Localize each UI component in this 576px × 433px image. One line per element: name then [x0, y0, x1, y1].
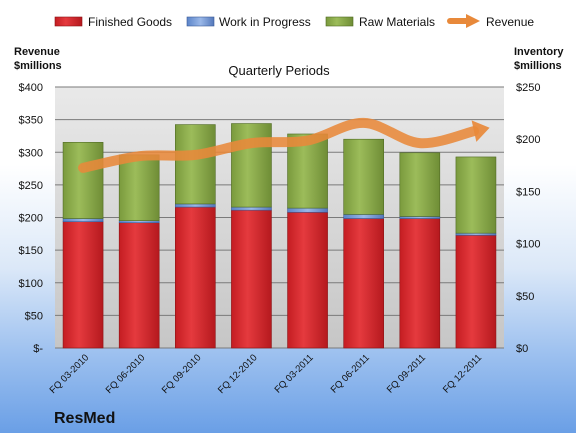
legend-swatch-finished-goods [54, 16, 83, 27]
left-axis-tick-label: $100 [19, 278, 43, 290]
right-axis-tick-label: $0 [516, 343, 528, 355]
right-axis-title-line1: Inventory [514, 46, 564, 58]
x-axis-tick-label: FQ 03-2011 [273, 352, 316, 395]
legend-swatch-raw-materials [325, 16, 354, 27]
right-axis-tick-label: $100 [516, 239, 540, 251]
bar-work-in-progress [287, 207, 328, 213]
bar-raw-materials [231, 123, 272, 208]
x-axis-tick-label: FQ 03-2010 [48, 352, 92, 396]
bar-raw-materials [343, 138, 384, 215]
bar-finished-goods [455, 234, 497, 349]
bar-raw-materials [62, 142, 104, 219]
left-axis-tick-label: $- [33, 343, 43, 355]
x-axis-ticks: FQ 03-2010 FQ 06-2010 FQ 09-2010 FQ 12-2010… [48, 352, 485, 396]
bar-finished-goods [175, 206, 216, 349]
x-axis-tick-label: FQ 09-2010 [160, 352, 204, 396]
company-name: ResMed [54, 410, 115, 427]
x-axis-tick-label: FQ 06-2011 [329, 352, 372, 395]
right-axis-title-line2: $millions [514, 60, 562, 72]
bars [62, 123, 497, 349]
left-axis-tick-label: $350 [19, 115, 43, 127]
bar-work-in-progress [399, 216, 441, 219]
left-axis-tick-label: $300 [19, 147, 43, 159]
bar-finished-goods [343, 218, 384, 349]
right-axis-tick-label: $200 [516, 134, 540, 146]
legend-swatch-work-in-progress [186, 16, 215, 27]
bar-work-in-progress [455, 232, 497, 236]
chart-subtitle: Quarterly Periods [228, 63, 330, 78]
revenue-arrowhead [471, 120, 490, 142]
bar-raw-materials [399, 152, 441, 217]
bar-work-in-progress [231, 206, 272, 211]
left-axis-ticks: $- $50 $100 $150 $200 $250 $300 $350 $400 [19, 82, 44, 355]
legend-label-revenue: Revenue [486, 15, 534, 29]
bar-work-in-progress [118, 220, 160, 224]
bar-finished-goods [231, 209, 272, 349]
bar-work-in-progress [343, 214, 384, 219]
bar-finished-goods [287, 211, 328, 349]
left-axis-tick-label: $200 [19, 213, 43, 225]
left-axis-title-line2: $millions [14, 60, 62, 72]
bar-finished-goods [62, 221, 104, 349]
x-axis-tick-label: FQ 09-2011 [385, 352, 428, 395]
legend-label-raw-materials: Raw Materials [359, 15, 435, 29]
x-axis-tick-label: FQ 06-2010 [104, 352, 148, 396]
legend: Finished Goods Work in Progress Raw Mate… [54, 14, 534, 29]
legend-label-finished-goods: Finished Goods [88, 15, 172, 29]
bar-finished-goods [399, 218, 441, 349]
right-axis-tick-label: $150 [516, 186, 540, 198]
left-axis-tick-label: $250 [19, 180, 43, 192]
right-axis-ticks: $0 $50 $100 $150 $200 $250 [516, 82, 540, 355]
bar-raw-materials [455, 156, 497, 234]
revenue-line-path [78, 117, 479, 173]
right-axis-tick-label: $250 [516, 82, 540, 94]
right-axis-tick-label: $50 [516, 291, 534, 303]
x-axis-tick-label: FQ 12-2010 [216, 352, 260, 396]
left-axis-tick-label: $150 [19, 245, 43, 257]
bar-work-in-progress [62, 218, 104, 222]
legend-swatch-revenue [447, 14, 480, 28]
bar-raw-materials [175, 124, 216, 205]
left-axis-title-line1: Revenue [14, 46, 60, 58]
left-axis-tick-label: $400 [19, 82, 43, 94]
x-axis-tick-label: FQ 12-2011 [441, 352, 484, 395]
bar-work-in-progress [175, 203, 216, 208]
bar-finished-goods [118, 222, 160, 349]
bar-raw-materials [118, 154, 160, 221]
left-axis-tick-label: $50 [25, 310, 43, 322]
legend-label-work-in-progress: Work in Progress [219, 15, 311, 29]
revenue-line [78, 117, 490, 173]
